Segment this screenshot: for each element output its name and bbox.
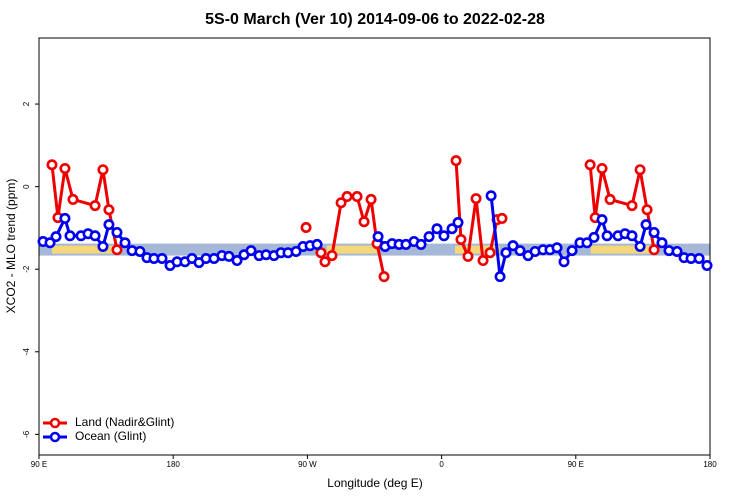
x-tick-label: 90 E <box>31 460 47 469</box>
data-point <box>648 244 660 256</box>
data-point <box>604 193 616 205</box>
data-point <box>446 223 458 235</box>
data-point <box>701 259 713 271</box>
x-axis-label: Longitude (deg E) <box>327 476 422 490</box>
legend-label: Land (Nadir&Glint) <box>75 415 174 429</box>
chart-title: 5S-0 March (Ver 10) 2014-09-06 to 2022-0… <box>205 11 545 28</box>
data-point <box>507 240 519 252</box>
data-point <box>671 245 683 257</box>
data-point <box>584 159 596 171</box>
data-point <box>431 223 443 235</box>
data-point <box>500 247 512 259</box>
data-point <box>438 230 450 242</box>
data-point <box>50 231 62 243</box>
data-point <box>97 164 109 176</box>
data-point <box>111 226 123 238</box>
x-tick-label: 90 W <box>298 460 317 469</box>
x-tick-label: 90 E <box>568 460 584 469</box>
data-point <box>59 162 71 174</box>
data-point <box>558 256 570 268</box>
data-point <box>315 247 327 259</box>
data-point <box>601 230 613 242</box>
data-point <box>641 204 653 216</box>
data-point <box>551 242 563 254</box>
data-point <box>44 237 56 249</box>
data-point <box>111 244 123 256</box>
data-point <box>596 214 608 226</box>
y-tick-label: -2 <box>22 265 31 273</box>
data-point <box>484 247 496 259</box>
data-point <box>319 256 331 268</box>
data-point <box>470 193 482 205</box>
data-point <box>67 193 79 205</box>
data-point <box>378 271 390 283</box>
data-point <box>103 219 115 231</box>
data-point <box>452 217 464 229</box>
data-point <box>326 250 338 262</box>
legend-marker <box>49 417 61 429</box>
data-point <box>634 164 646 176</box>
data-point <box>290 245 302 257</box>
land-band <box>326 245 378 254</box>
data-point <box>656 237 668 249</box>
data-point <box>626 200 638 212</box>
data-point <box>223 250 235 262</box>
data-point <box>245 245 257 257</box>
y-tick-label: -4 <box>22 348 31 356</box>
x-tick-label: 180 <box>703 460 717 469</box>
data-point <box>514 245 526 257</box>
data-point <box>97 241 109 253</box>
data-point <box>496 212 508 224</box>
data-point <box>581 237 593 249</box>
data-point <box>485 190 497 202</box>
data-point <box>156 252 168 264</box>
data-point <box>89 200 101 212</box>
data-point <box>462 250 474 262</box>
x-tick-label: 0 <box>439 460 444 469</box>
data-point <box>693 252 705 264</box>
data-point <box>358 216 370 228</box>
data-point <box>588 231 600 243</box>
data-point <box>59 212 71 224</box>
data-point <box>103 204 115 216</box>
data-point <box>341 191 353 203</box>
y-tick-label: 0 <box>22 184 31 189</box>
data-point <box>450 155 462 167</box>
legend-label: Ocean (Glint) <box>75 429 146 443</box>
data-point <box>626 230 638 242</box>
data-point <box>365 193 377 205</box>
data-point <box>415 238 427 250</box>
data-point <box>46 159 58 171</box>
legend-marker <box>49 431 61 443</box>
land-band <box>455 245 500 254</box>
x-tick-label: 180 <box>167 460 181 469</box>
data-point <box>455 233 467 245</box>
data-point <box>311 238 323 250</box>
data-point <box>351 191 363 203</box>
data-point <box>634 241 646 253</box>
data-point <box>494 271 506 283</box>
data-point <box>566 245 578 257</box>
data-point <box>89 230 101 242</box>
data-point <box>477 255 489 267</box>
land-band <box>51 245 116 254</box>
data-point <box>231 255 243 267</box>
data-point <box>648 226 660 238</box>
data-point <box>64 230 76 242</box>
y-axis-label: XCO2 - MLO trend (ppm) <box>4 179 18 314</box>
y-tick-label: -6 <box>22 430 31 438</box>
data-point <box>423 231 435 243</box>
data-point <box>119 237 131 249</box>
data-point <box>335 197 347 209</box>
data-point <box>596 162 608 174</box>
land-band <box>590 245 655 254</box>
data-point <box>300 222 312 234</box>
data-point <box>134 245 146 257</box>
data-point <box>372 231 384 243</box>
data-point <box>640 219 652 231</box>
y-tick-label: 2 <box>22 101 31 106</box>
plot-frame <box>38 37 711 456</box>
